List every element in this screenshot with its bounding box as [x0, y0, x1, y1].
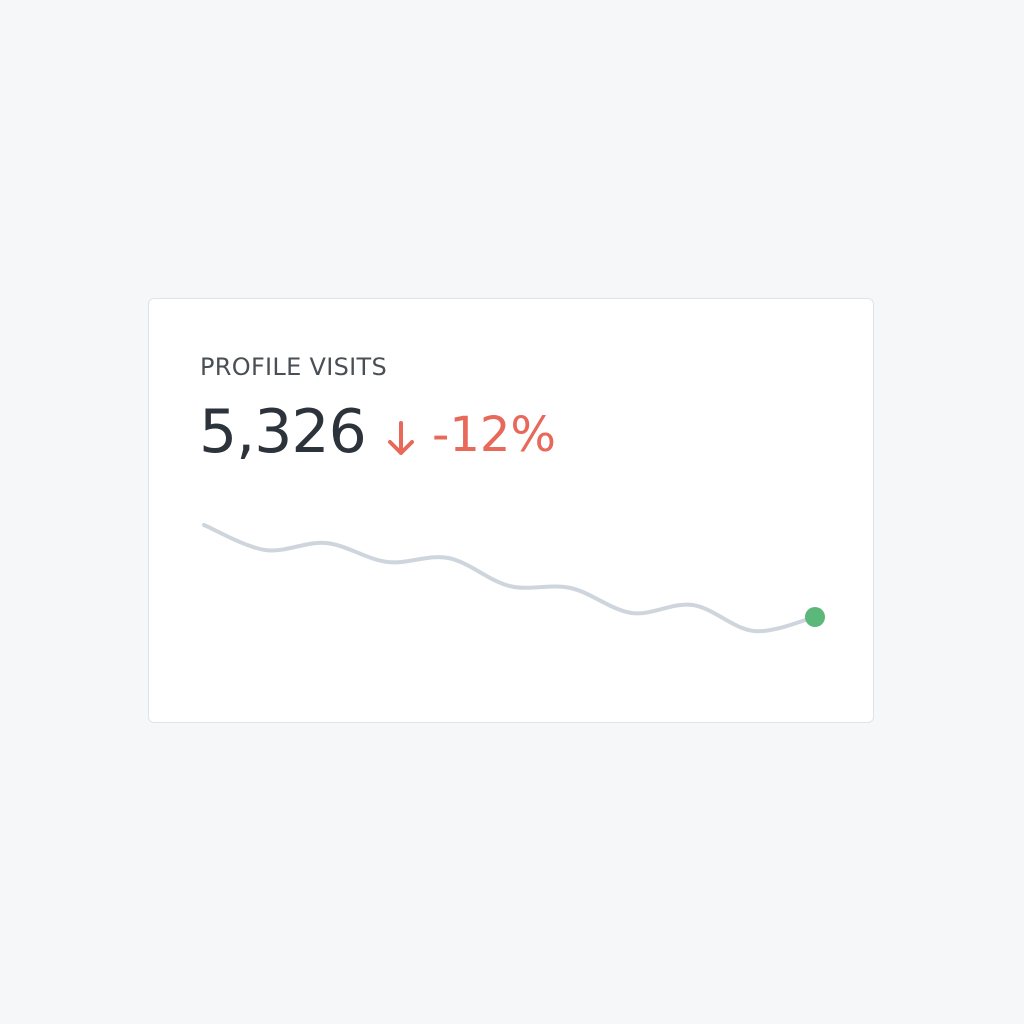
card-title: PROFILE VISITS [200, 353, 387, 381]
metric-card: PROFILE VISITS 5,326 -12% [148, 298, 874, 723]
sparkline [202, 523, 825, 634]
arrow-icon [388, 421, 414, 455]
metric-change: -12% [432, 407, 557, 463]
sparkline-line [202, 523, 817, 634]
end-dot [805, 607, 825, 627]
metric-value: 5,326 [199, 397, 367, 467]
down-arrow [388, 421, 414, 455]
